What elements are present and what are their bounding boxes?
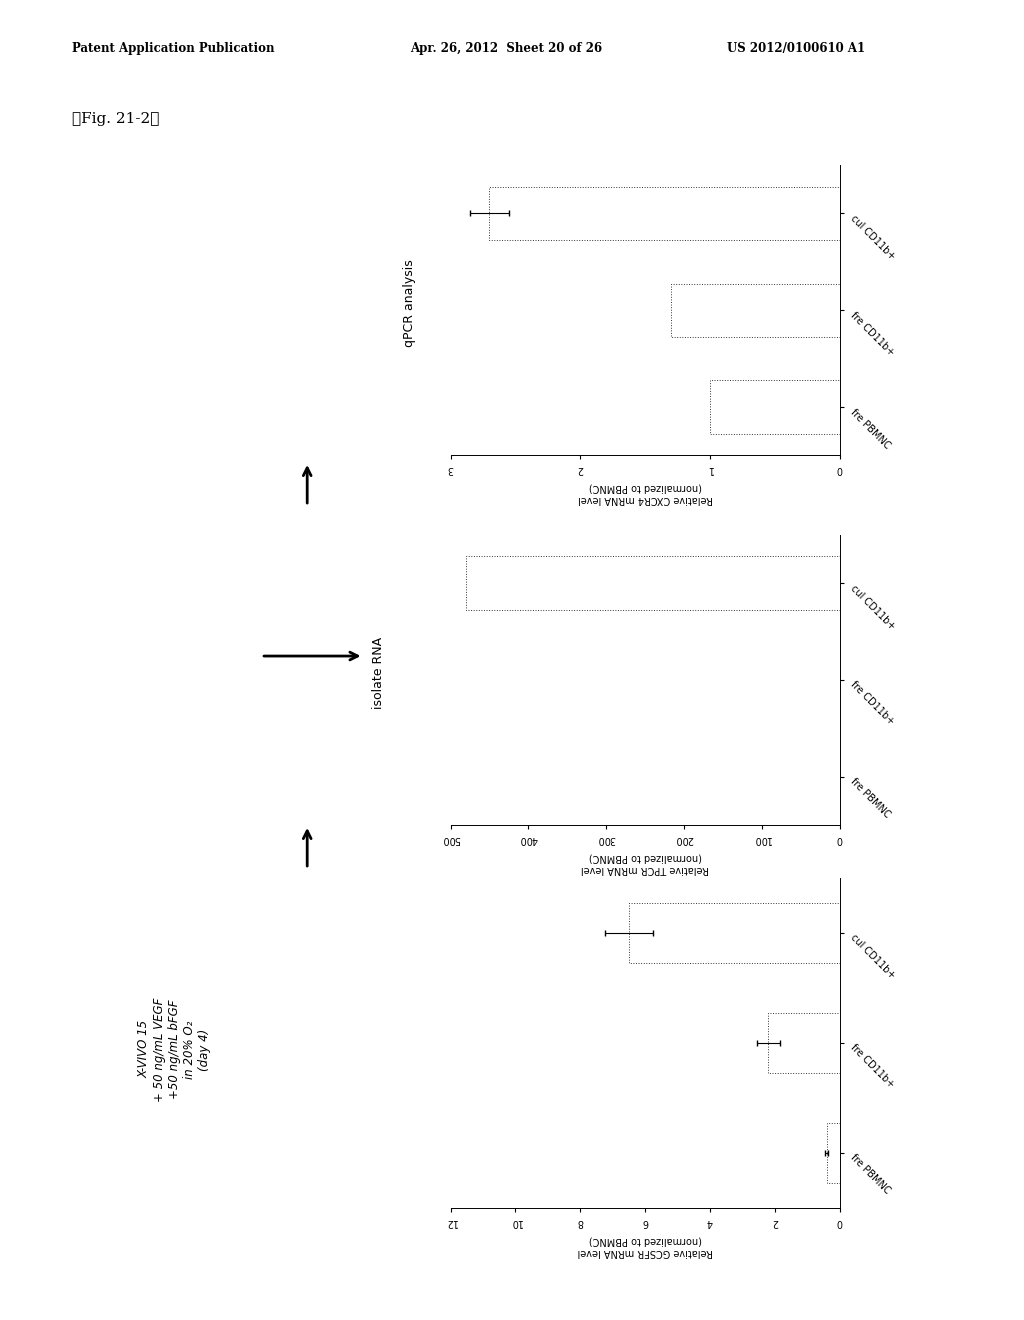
X-axis label: Relative CXCR4 mRNA level
(normalized to PBMNC): Relative CXCR4 mRNA level (normalized to… — [578, 483, 713, 504]
Bar — [710, 380, 840, 433]
Text: isolate RNA: isolate RNA — [373, 638, 385, 709]
Bar — [768, 1012, 840, 1073]
Text: 【Fig. 21-2】: 【Fig. 21-2】 — [72, 112, 159, 127]
Text: qPCR analysis: qPCR analysis — [403, 260, 416, 347]
Text: Patent Application Publication: Patent Application Publication — [72, 42, 274, 55]
Bar — [629, 903, 840, 964]
Bar — [671, 284, 840, 337]
X-axis label: Relative TPCR mRNA level
(normalized to PBMNC): Relative TPCR mRNA level (normalized to … — [581, 853, 710, 874]
Text: US 2012/0100610 A1: US 2012/0100610 A1 — [727, 42, 865, 55]
Text: X-VIVO 15
+ 50 ng/mL VEGF
+50 ng/mL bFGF
in 20% O₂
(day 4): X-VIVO 15 + 50 ng/mL VEGF +50 ng/mL bFGF… — [137, 997, 211, 1102]
Bar — [466, 557, 840, 610]
X-axis label: Relative GCSFR mRNA level
(normalized to PBMNC): Relative GCSFR mRNA level (normalized to… — [578, 1236, 713, 1257]
Text: Apr. 26, 2012  Sheet 20 of 26: Apr. 26, 2012 Sheet 20 of 26 — [410, 42, 602, 55]
Bar — [826, 1122, 840, 1183]
Bar — [489, 186, 840, 240]
